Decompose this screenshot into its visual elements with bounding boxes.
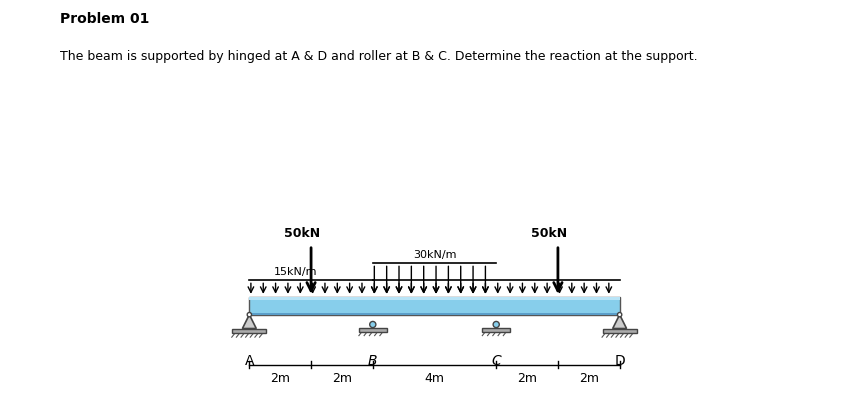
Circle shape <box>493 321 499 328</box>
Text: 4m: 4m <box>425 373 444 385</box>
Bar <box>602 328 637 332</box>
Text: C: C <box>492 354 501 368</box>
FancyBboxPatch shape <box>250 297 619 315</box>
Polygon shape <box>613 315 626 328</box>
Text: 50kN: 50kN <box>530 227 567 240</box>
Text: Problem 01: Problem 01 <box>60 12 149 26</box>
Text: 2m: 2m <box>579 373 599 385</box>
Circle shape <box>370 321 376 328</box>
Bar <box>359 328 387 332</box>
Bar <box>233 328 266 332</box>
Bar <box>482 328 511 332</box>
Text: The beam is supported by hinged at A & D and roller at B & C. Determine the reac: The beam is supported by hinged at A & D… <box>60 50 698 62</box>
Text: 2m: 2m <box>332 373 352 385</box>
Text: A: A <box>245 354 254 368</box>
Polygon shape <box>243 315 257 328</box>
Text: 15kN/m: 15kN/m <box>274 267 317 277</box>
Circle shape <box>247 313 251 317</box>
Text: D: D <box>614 354 625 368</box>
Text: B: B <box>368 354 378 368</box>
Text: 30kN/m: 30kN/m <box>413 250 456 260</box>
Text: 2m: 2m <box>270 373 290 385</box>
Circle shape <box>618 313 622 317</box>
Bar <box>250 297 619 299</box>
Text: 2m: 2m <box>517 373 537 385</box>
Bar <box>250 313 619 315</box>
Text: 50kN: 50kN <box>284 227 320 240</box>
